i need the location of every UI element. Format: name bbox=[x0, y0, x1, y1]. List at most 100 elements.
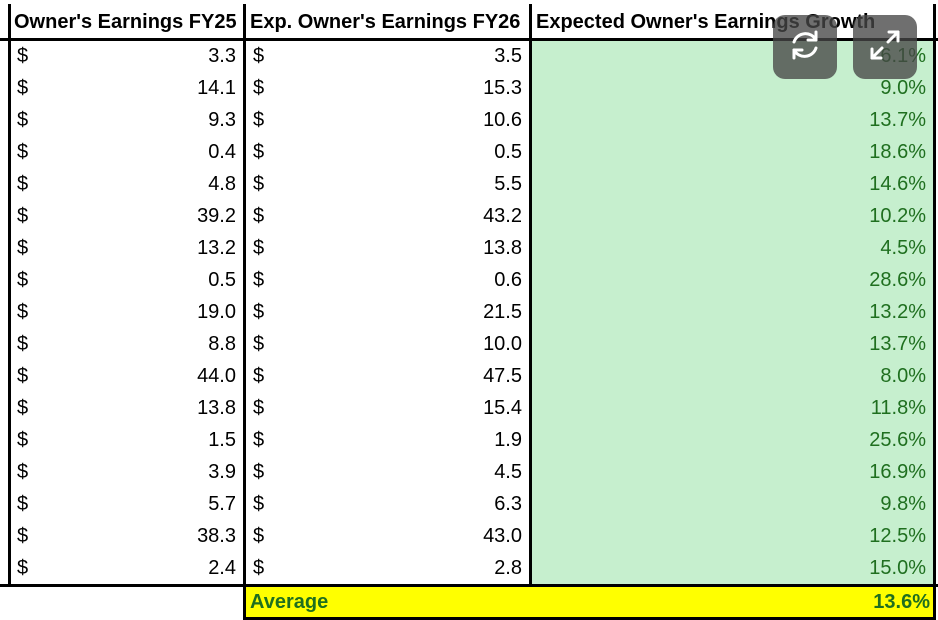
fy25-value[interactable]: 13.8 bbox=[197, 397, 236, 419]
currency-symbol: $ bbox=[17, 141, 29, 163]
grid-line bbox=[243, 617, 936, 620]
fy26-value[interactable]: 13.8 bbox=[483, 237, 522, 259]
growth-value[interactable]: 11.8% bbox=[870, 397, 926, 419]
currency-symbol: $ bbox=[253, 557, 265, 579]
header-fy25[interactable]: Owner's Earnings FY25 bbox=[14, 11, 237, 33]
fy25-value[interactable]: 0.5 bbox=[208, 269, 236, 291]
growth-value[interactable]: 15.0% bbox=[869, 557, 926, 579]
growth-value[interactable]: 18.6% bbox=[869, 141, 926, 163]
currency-symbol: $ bbox=[17, 397, 29, 419]
growth-value[interactable]: 10.2% bbox=[869, 205, 926, 227]
fy26-value[interactable]: 43.2 bbox=[483, 205, 522, 227]
fy25-value[interactable]: 0.4 bbox=[208, 141, 236, 163]
currency-symbol: $ bbox=[17, 493, 29, 515]
growth-value[interactable]: 9.0% bbox=[880, 77, 926, 99]
fy26-value[interactable]: 0.6 bbox=[494, 269, 522, 291]
growth-value[interactable]: 9.8% bbox=[880, 493, 926, 515]
currency-symbol: $ bbox=[253, 205, 265, 227]
fy26-value[interactable]: 10.0 bbox=[483, 333, 522, 355]
growth-value[interactable]: 16.9% bbox=[869, 461, 926, 483]
fy26-value[interactable]: 5.5 bbox=[494, 173, 522, 195]
currency-symbol: $ bbox=[253, 333, 265, 355]
fy25-value[interactable]: 8.8 bbox=[208, 333, 236, 355]
fy26-value[interactable]: 10.6 bbox=[483, 109, 522, 131]
currency-symbol: $ bbox=[17, 45, 29, 67]
fy25-value[interactable]: 3.9 bbox=[208, 461, 236, 483]
fy26-value[interactable]: 15.4 bbox=[483, 397, 522, 419]
expand-button[interactable] bbox=[853, 15, 917, 79]
fy26-value[interactable]: 43.0 bbox=[483, 525, 522, 547]
currency-symbol: $ bbox=[17, 205, 29, 227]
header-fy26[interactable]: Exp. Owner's Earnings FY26 bbox=[250, 11, 521, 33]
refresh-button[interactable] bbox=[773, 15, 837, 79]
currency-symbol: $ bbox=[253, 397, 265, 419]
fy25-value[interactable]: 9.3 bbox=[208, 109, 236, 131]
growth-value[interactable]: 28.6% bbox=[869, 269, 926, 291]
expand-icon bbox=[865, 25, 905, 70]
currency-symbol: $ bbox=[253, 173, 265, 195]
average-value: 13.6% bbox=[873, 591, 930, 613]
grid-line bbox=[0, 38, 938, 41]
currency-symbol: $ bbox=[253, 109, 265, 131]
currency-symbol: $ bbox=[17, 557, 29, 579]
refresh-icon bbox=[785, 25, 825, 70]
currency-symbol: $ bbox=[17, 269, 29, 291]
fy25-value[interactable]: 2.4 bbox=[208, 557, 236, 579]
currency-symbol: $ bbox=[17, 77, 29, 99]
grid-line bbox=[243, 4, 246, 620]
fy25-value[interactable]: 5.7 bbox=[208, 493, 236, 515]
currency-symbol: $ bbox=[17, 237, 29, 259]
currency-symbol: $ bbox=[253, 269, 265, 291]
currency-symbol: $ bbox=[17, 109, 29, 131]
currency-symbol: $ bbox=[17, 525, 29, 547]
fy26-value[interactable]: 4.5 bbox=[494, 461, 522, 483]
fy25-value[interactable]: 4.8 bbox=[208, 173, 236, 195]
currency-symbol: $ bbox=[253, 77, 265, 99]
growth-value[interactable]: 8.0% bbox=[880, 365, 926, 387]
currency-symbol: $ bbox=[253, 301, 265, 323]
grid-line bbox=[0, 584, 938, 587]
fy25-value[interactable]: 44.0 bbox=[197, 365, 236, 387]
currency-symbol: $ bbox=[253, 493, 265, 515]
currency-symbol: $ bbox=[17, 301, 29, 323]
currency-symbol: $ bbox=[253, 141, 265, 163]
fy26-value[interactable]: 6.3 bbox=[494, 493, 522, 515]
currency-symbol: $ bbox=[253, 525, 265, 547]
fy25-value[interactable]: 14.1 bbox=[197, 77, 236, 99]
currency-symbol: $ bbox=[253, 429, 265, 451]
growth-value[interactable]: 14.6% bbox=[869, 173, 926, 195]
fy25-value[interactable]: 39.2 bbox=[197, 205, 236, 227]
currency-symbol: $ bbox=[253, 365, 265, 387]
growth-column-fill bbox=[531, 40, 934, 586]
currency-symbol: $ bbox=[17, 461, 29, 483]
fy26-value[interactable]: 21.5 bbox=[483, 301, 522, 323]
fy25-value[interactable]: 19.0 bbox=[197, 301, 236, 323]
growth-value[interactable]: 13.7% bbox=[869, 333, 926, 355]
fy26-value[interactable]: 3.5 bbox=[494, 45, 522, 67]
grid-line bbox=[933, 4, 936, 620]
growth-value[interactable]: 13.2% bbox=[869, 301, 926, 323]
average-row[interactable] bbox=[245, 586, 934, 618]
currency-symbol: $ bbox=[17, 429, 29, 451]
fy26-value[interactable]: 2.8 bbox=[494, 557, 522, 579]
fy26-value[interactable]: 15.3 bbox=[483, 77, 522, 99]
currency-symbol: $ bbox=[17, 333, 29, 355]
growth-value[interactable]: 4.5% bbox=[880, 237, 926, 259]
fy25-value[interactable]: 38.3 bbox=[197, 525, 236, 547]
fy25-value[interactable]: 1.5 bbox=[208, 429, 236, 451]
fy26-value[interactable]: 0.5 bbox=[494, 141, 522, 163]
currency-symbol: $ bbox=[17, 365, 29, 387]
grid-line bbox=[529, 4, 532, 586]
growth-value[interactable]: 12.5% bbox=[869, 525, 926, 547]
currency-symbol: $ bbox=[253, 237, 265, 259]
fy26-value[interactable]: 1.9 bbox=[494, 429, 522, 451]
fy25-value[interactable]: 3.3 bbox=[208, 45, 236, 67]
growth-value[interactable]: 25.6% bbox=[869, 429, 926, 451]
currency-symbol: $ bbox=[17, 173, 29, 195]
growth-value[interactable]: 13.7% bbox=[869, 109, 926, 131]
fy25-value[interactable]: 13.2 bbox=[197, 237, 236, 259]
currency-symbol: $ bbox=[253, 45, 265, 67]
average-label: Average bbox=[250, 591, 329, 613]
fy26-value[interactable]: 47.5 bbox=[483, 365, 522, 387]
